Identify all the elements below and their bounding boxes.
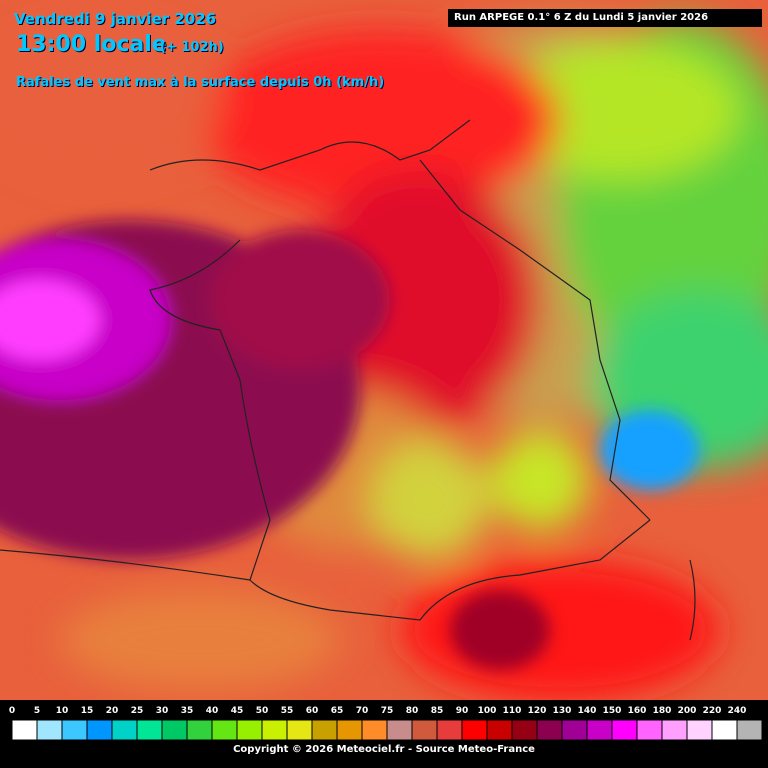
valid-date: Vendredi 9 janvier 2026 — [14, 10, 217, 28]
copyright: Copyright © 2026 Meteociel.fr - Source M… — [233, 744, 535, 755]
coastlines — [0, 119, 696, 641]
legend — [11, 719, 763, 741]
legend-swatch — [436, 719, 463, 741]
legend-label: 30 — [155, 706, 169, 716]
legend-label: 45 — [230, 706, 244, 716]
legend-swatch — [186, 719, 213, 741]
legend-swatch — [636, 719, 663, 741]
legend-label: 110 — [502, 706, 522, 716]
legend-swatch — [711, 719, 738, 741]
legend-swatch — [736, 719, 763, 741]
legend-swatch — [386, 719, 413, 741]
legend-label: 240 — [727, 706, 747, 716]
legend-label: 35 — [180, 706, 194, 716]
legend-label: 25 — [130, 706, 144, 716]
legend-label: 220 — [702, 706, 722, 716]
legend-label: 65 — [330, 706, 344, 716]
legend-swatch — [286, 719, 313, 741]
legend-label: 150 — [602, 706, 622, 716]
legend-label: 0 — [8, 706, 16, 716]
legend-swatch — [311, 719, 338, 741]
legend-swatch — [236, 719, 263, 741]
legend-swatch — [36, 719, 63, 741]
legend-label: 200 — [677, 706, 697, 716]
legend-swatch — [261, 719, 288, 741]
legend-swatch — [611, 719, 638, 741]
legend-label: 85 — [430, 706, 444, 716]
legend-label: 70 — [355, 706, 369, 716]
legend-swatch — [461, 719, 488, 741]
legend-swatch — [111, 719, 138, 741]
legend-swatch — [86, 719, 113, 741]
legend-swatch — [11, 719, 38, 741]
legend-swatch — [486, 719, 513, 741]
legend-label: 120 — [527, 706, 547, 716]
run-info: Run ARPEGE 0.1° 6 Z du Lundi 5 janvier 2… — [448, 9, 762, 27]
legend-label: 90 — [455, 706, 469, 716]
legend-swatch — [361, 719, 388, 741]
legend-label: 80 — [405, 706, 419, 716]
legend-swatch — [161, 719, 188, 741]
legend-swatch — [511, 719, 538, 741]
legend-label: 50 — [255, 706, 269, 716]
parameter: Rafales de vent max à la surface depuis … — [16, 75, 385, 90]
legend-label: 140 — [577, 706, 597, 716]
legend-label: 60 — [305, 706, 319, 716]
legend-label: 10 — [55, 706, 69, 716]
legend-swatch — [536, 719, 563, 741]
legend-label: 15 — [80, 706, 94, 716]
legend-swatch — [411, 719, 438, 741]
legend-swatch — [61, 719, 88, 741]
gust-field — [0, 0, 768, 700]
legend-label: 20 — [105, 706, 119, 716]
legend-swatch — [686, 719, 713, 741]
legend-label: 75 — [380, 706, 394, 716]
legend-label: 55 — [280, 706, 294, 716]
legend-swatch — [661, 719, 688, 741]
legend-label: 40 — [205, 706, 219, 716]
legend-swatch — [561, 719, 588, 741]
legend-label: 5 — [33, 706, 41, 716]
legend-swatch — [136, 719, 163, 741]
legend-swatch — [586, 719, 613, 741]
legend-label: 180 — [652, 706, 672, 716]
lead-time: (+ 102h) — [160, 40, 224, 55]
legend-swatch — [336, 719, 363, 741]
legend-label: 130 — [552, 706, 572, 716]
legend-label: 160 — [627, 706, 647, 716]
legend-label: 100 — [477, 706, 497, 716]
legend-swatch — [211, 719, 238, 741]
valid-time: 13:00 locale — [16, 32, 167, 57]
